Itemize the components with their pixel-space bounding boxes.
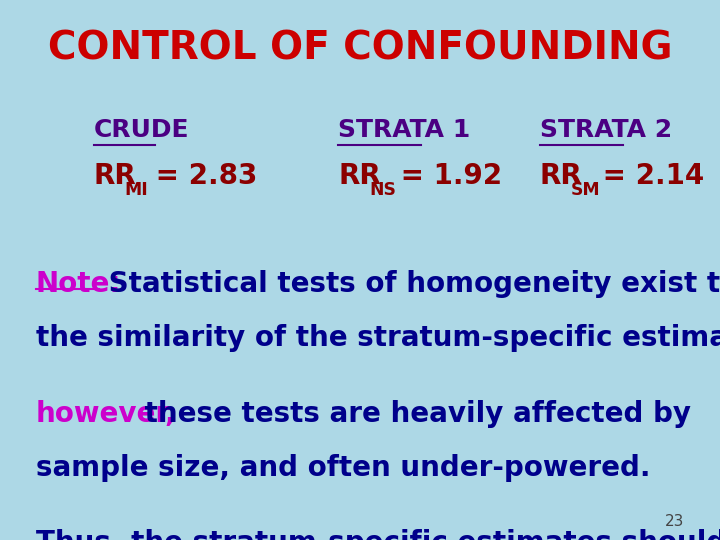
- Text: MI: MI: [125, 181, 148, 199]
- Text: however,: however,: [36, 400, 176, 428]
- Text: Note:: Note:: [36, 270, 122, 298]
- Text: these tests are heavily affected by: these tests are heavily affected by: [135, 400, 691, 428]
- Text: = 1.92: = 1.92: [391, 161, 502, 190]
- Text: = 2.14: = 2.14: [593, 161, 704, 190]
- Text: 23: 23: [665, 514, 684, 529]
- Text: STRATA 1: STRATA 1: [338, 118, 471, 141]
- Text: SM: SM: [571, 181, 600, 199]
- Text: CONTROL OF CONFOUNDING: CONTROL OF CONFOUNDING: [48, 30, 672, 68]
- Text: the similarity of the stratum-specific estimates,: the similarity of the stratum-specific e…: [36, 324, 720, 352]
- Text: = 2.83: = 2.83: [146, 161, 258, 190]
- Text: sample size, and often under-powered.: sample size, and often under-powered.: [36, 454, 650, 482]
- Text: NS: NS: [369, 181, 396, 199]
- Text: RR: RR: [338, 161, 381, 190]
- Text: CRUDE: CRUDE: [94, 118, 189, 141]
- Text: RR: RR: [94, 161, 136, 190]
- Text: STRATA 2: STRATA 2: [540, 118, 672, 141]
- Text: RR: RR: [540, 161, 582, 190]
- Text: Thus, the stratum-specific estimates should be: Thus, the stratum-specific estimates sho…: [36, 529, 720, 540]
- Text: Statistical tests of homogeneity exist to test: Statistical tests of homogeneity exist t…: [99, 270, 720, 298]
